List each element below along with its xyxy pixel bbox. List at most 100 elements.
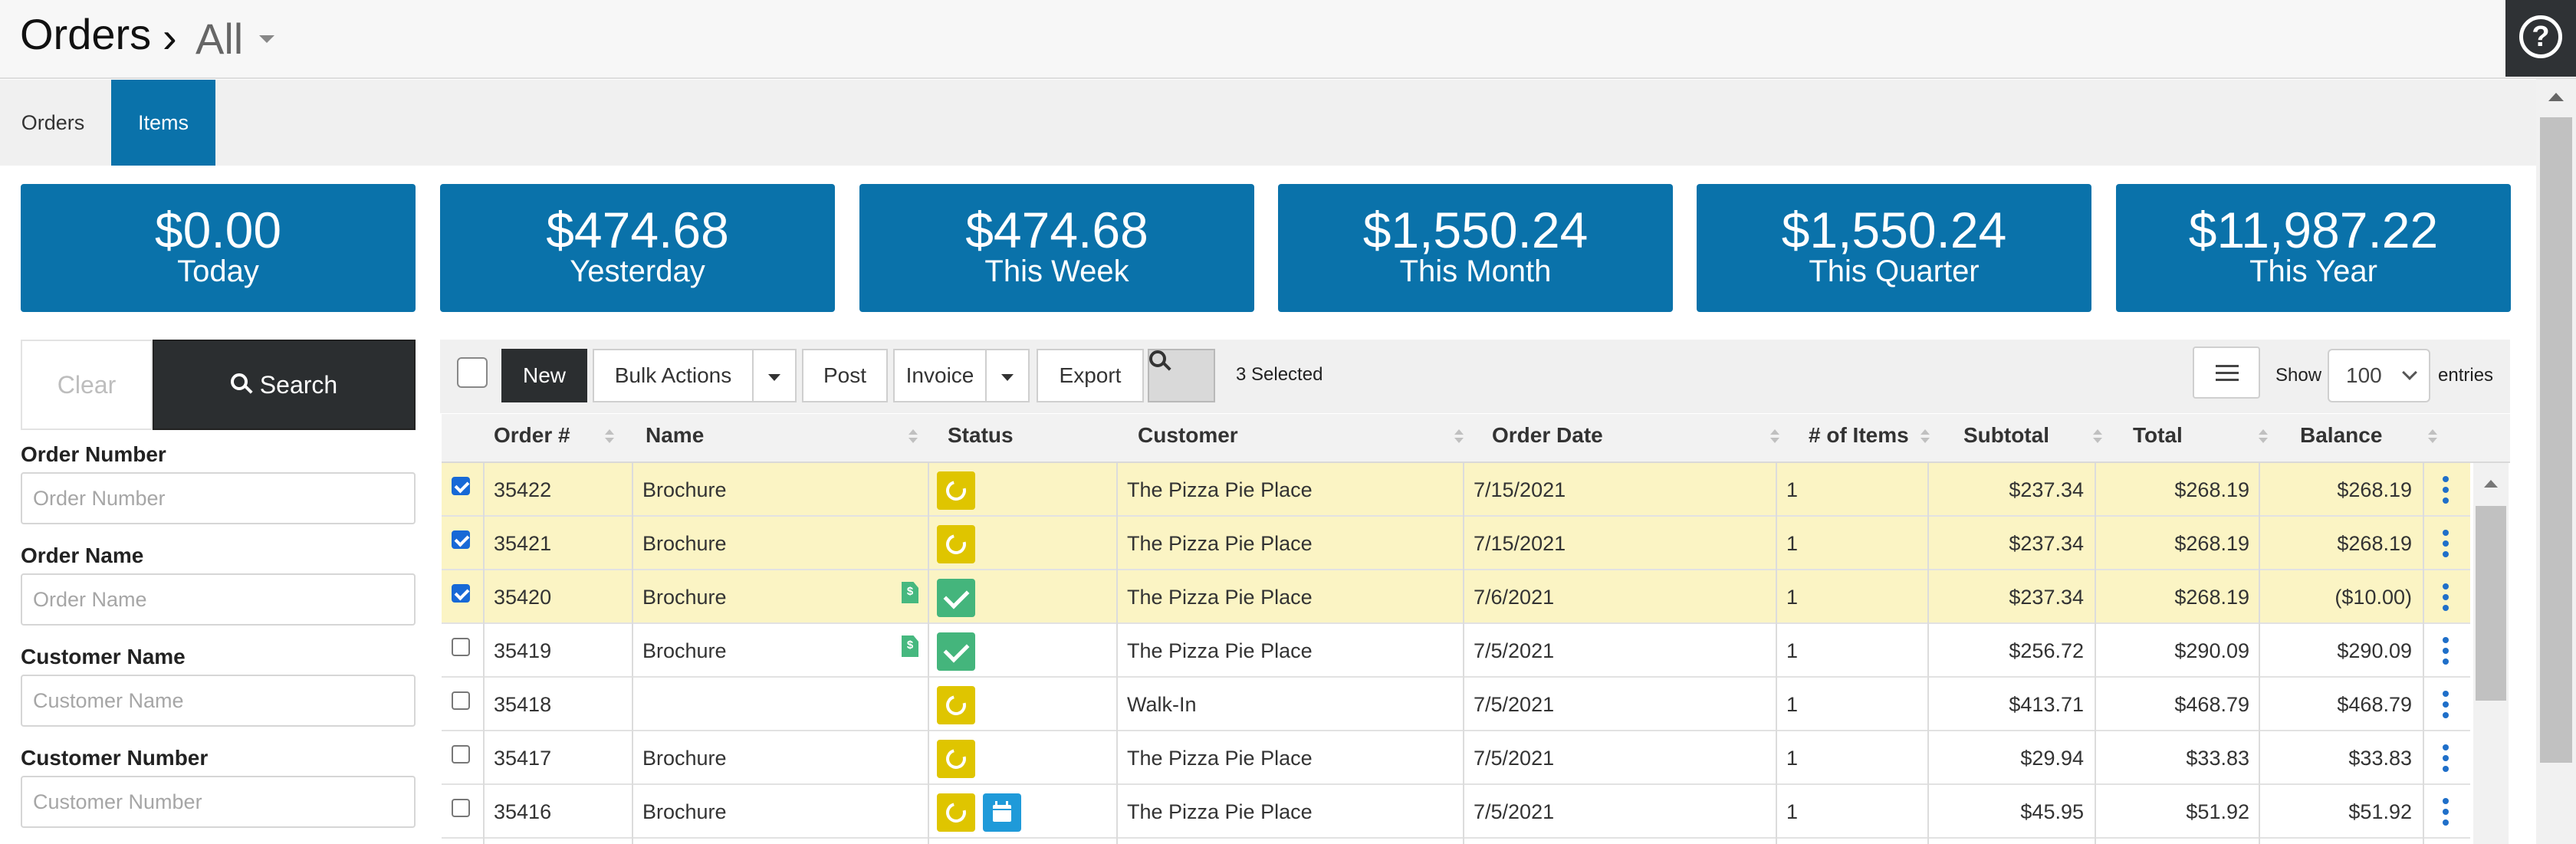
customer-number-input[interactable] bbox=[21, 776, 416, 828]
caret-down-icon[interactable] bbox=[259, 35, 274, 43]
row-menu-icon[interactable] bbox=[2443, 583, 2449, 611]
scroll-up-arrow-icon[interactable] bbox=[2548, 93, 2564, 101]
customer-cell[interactable]: The Pizza Pie Place bbox=[1127, 639, 1313, 662]
sort-icon[interactable] bbox=[1454, 429, 1464, 445]
table-row[interactable] bbox=[442, 624, 2470, 678]
row-checkbox[interactable] bbox=[452, 638, 470, 656]
table-row[interactable] bbox=[442, 517, 2470, 570]
status-pending-icon[interactable] bbox=[937, 525, 975, 563]
search-button[interactable]: Search bbox=[153, 340, 416, 430]
stat-card-this-month[interactable]: $1,550.24 This Month bbox=[1278, 184, 1673, 312]
clear-button[interactable]: Clear bbox=[21, 340, 153, 430]
post-button[interactable]: Post bbox=[802, 349, 888, 402]
balance-cell: ($10.00) bbox=[2334, 586, 2412, 609]
sort-icon[interactable] bbox=[2428, 429, 2437, 445]
row-menu-icon[interactable] bbox=[2443, 530, 2449, 557]
order-number-input[interactable] bbox=[21, 472, 416, 524]
order-number-cell[interactable]: 35419 bbox=[494, 639, 552, 662]
scrollbar-thumb[interactable] bbox=[2540, 117, 2572, 763]
scroll-up-arrow-icon[interactable] bbox=[2484, 480, 2498, 488]
page-size-select[interactable]: 100 bbox=[2328, 349, 2430, 402]
column-header-total[interactable]: Total bbox=[2133, 423, 2183, 447]
table-row[interactable] bbox=[442, 570, 2470, 624]
order-number-cell[interactable]: 35418 bbox=[494, 693, 552, 716]
column-header-item-count[interactable]: # of Items bbox=[1809, 423, 1909, 447]
status-pending-icon[interactable] bbox=[937, 740, 975, 778]
bulk-actions-dropdown-toggle[interactable] bbox=[752, 349, 797, 402]
order-number-cell[interactable]: 35420 bbox=[494, 586, 552, 609]
help-button[interactable]: ? bbox=[2505, 0, 2576, 77]
customer-cell[interactable]: The Pizza Pie Place bbox=[1127, 747, 1313, 770]
invoice-document-icon[interactable] bbox=[902, 582, 918, 603]
page-scrollbar[interactable] bbox=[2536, 79, 2576, 844]
table-row[interactable] bbox=[442, 785, 2470, 839]
customer-cell[interactable]: The Pizza Pie Place bbox=[1127, 586, 1313, 609]
invoice-dropdown-toggle[interactable] bbox=[985, 349, 1030, 402]
export-button[interactable]: Export bbox=[1037, 349, 1144, 402]
table-scrollbar[interactable] bbox=[2473, 463, 2509, 844]
filter-dropdown-label[interactable]: All bbox=[196, 15, 244, 63]
row-menu-icon[interactable] bbox=[2443, 744, 2449, 772]
order-number-cell[interactable]: 35417 bbox=[494, 747, 552, 770]
sort-icon[interactable] bbox=[1770, 429, 1779, 445]
status-complete-icon[interactable] bbox=[937, 632, 975, 671]
order-name-input[interactable] bbox=[21, 573, 416, 626]
column-header-subtotal[interactable]: Subtotal bbox=[1963, 423, 2049, 447]
customer-cell[interactable]: The Pizza Pie Place bbox=[1127, 532, 1313, 555]
row-menu-icon[interactable] bbox=[2443, 476, 2449, 504]
table-row[interactable] bbox=[442, 731, 2470, 785]
order-number-cell[interactable]: 35416 bbox=[494, 800, 552, 823]
invoice-document-icon[interactable] bbox=[902, 635, 918, 657]
row-menu-icon[interactable] bbox=[2443, 798, 2449, 826]
tab-orders[interactable]: Orders bbox=[21, 111, 85, 134]
subtotal-cell: $237.34 bbox=[2009, 586, 2084, 609]
calendar-icon[interactable] bbox=[983, 793, 1021, 832]
stat-card-yesterday[interactable]: $474.68 Yesterday bbox=[440, 184, 835, 312]
row-menu-icon[interactable] bbox=[2443, 691, 2449, 718]
new-button[interactable]: New bbox=[501, 349, 587, 402]
customer-cell[interactable]: The Pizza Pie Place bbox=[1127, 800, 1313, 823]
status-pending-icon[interactable] bbox=[937, 686, 975, 724]
subtotal-cell: $256.72 bbox=[2009, 639, 2084, 662]
row-menu-icon[interactable] bbox=[2443, 637, 2449, 665]
subtotal-cell: $29.94 bbox=[2020, 747, 2084, 770]
table-row[interactable] bbox=[442, 463, 2470, 517]
sort-icon[interactable] bbox=[2093, 429, 2102, 445]
column-header-name[interactable]: Name bbox=[646, 423, 705, 447]
order-number-cell[interactable]: 35422 bbox=[494, 478, 552, 501]
row-checkbox[interactable] bbox=[452, 530, 470, 549]
row-checkbox[interactable] bbox=[452, 691, 470, 710]
row-checkbox[interactable] bbox=[452, 745, 470, 764]
table-row[interactable] bbox=[442, 678, 2470, 731]
bulk-actions-button[interactable]: Bulk Actions bbox=[593, 349, 754, 402]
stat-card-this-year[interactable]: $11,987.22 This Year bbox=[2116, 184, 2511, 312]
status-pending-icon[interactable] bbox=[937, 793, 975, 832]
status-complete-icon[interactable] bbox=[937, 579, 975, 617]
column-header-status[interactable]: Status bbox=[948, 423, 1014, 447]
stat-card-today[interactable]: $0.00 Today bbox=[21, 184, 416, 312]
status-pending-icon[interactable] bbox=[937, 471, 975, 510]
invoice-button[interactable]: Invoice bbox=[893, 349, 987, 402]
sort-icon[interactable] bbox=[2259, 429, 2268, 445]
select-all-checkbox[interactable] bbox=[457, 357, 488, 388]
row-checkbox[interactable] bbox=[452, 799, 470, 817]
row-checkbox[interactable] bbox=[452, 584, 470, 603]
sort-icon[interactable] bbox=[909, 429, 918, 445]
customer-cell[interactable]: Walk-In bbox=[1127, 693, 1197, 716]
customer-name-input[interactable] bbox=[21, 675, 416, 727]
customer-cell[interactable]: The Pizza Pie Place bbox=[1127, 478, 1313, 501]
column-header-order-number[interactable]: Order # bbox=[494, 423, 570, 447]
table-search-button[interactable] bbox=[1148, 349, 1215, 402]
column-header-balance[interactable]: Balance bbox=[2300, 423, 2383, 447]
tab-items[interactable]: Items bbox=[111, 80, 215, 166]
scrollbar-thumb[interactable] bbox=[2476, 506, 2506, 701]
order-number-cell[interactable]: 35421 bbox=[494, 532, 552, 555]
sort-icon[interactable] bbox=[1921, 429, 1930, 445]
column-header-order-date[interactable]: Order Date bbox=[1492, 423, 1603, 447]
column-toggle-button[interactable] bbox=[2193, 346, 2260, 399]
sort-icon[interactable] bbox=[605, 429, 614, 445]
row-checkbox[interactable] bbox=[452, 477, 470, 495]
column-header-customer[interactable]: Customer bbox=[1138, 423, 1238, 447]
stat-card-this-quarter[interactable]: $1,550.24 This Quarter bbox=[1697, 184, 2091, 312]
stat-card-this-week[interactable]: $474.68 This Week bbox=[859, 184, 1254, 312]
